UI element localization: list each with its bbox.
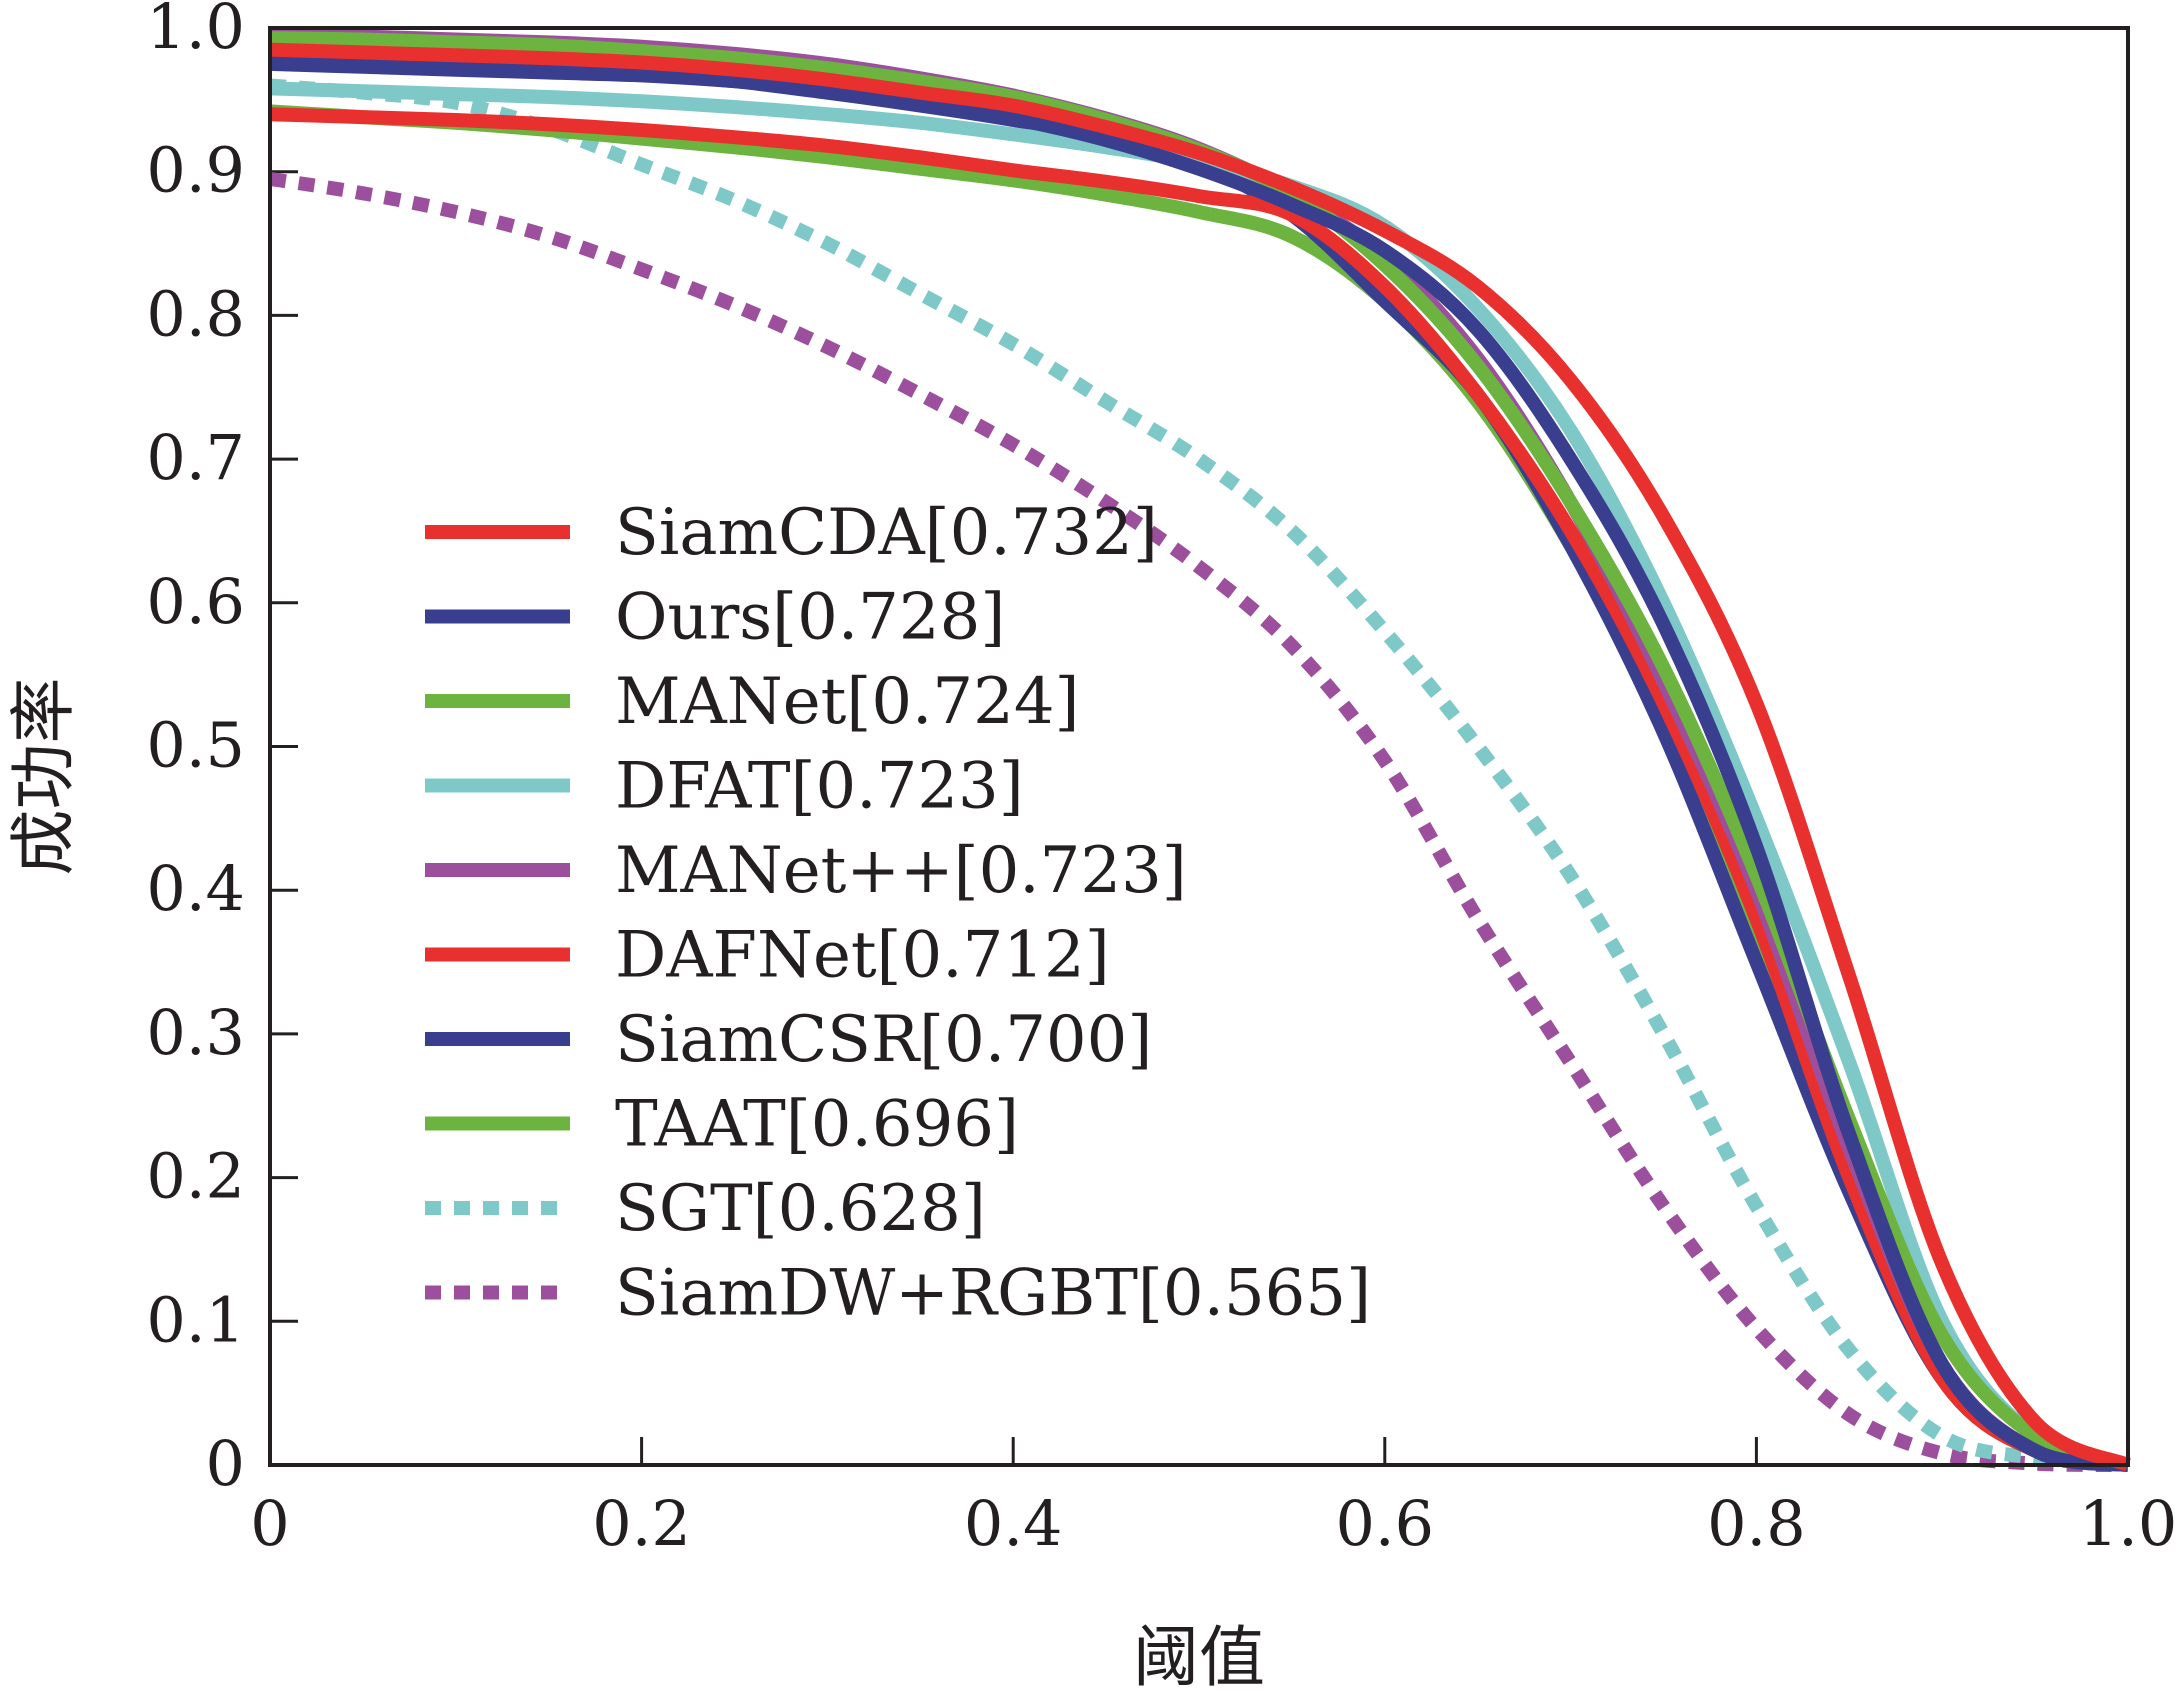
series-layer — [268, 28, 2131, 1472]
legend-label: SiamCSR[0.700] — [615, 1003, 1152, 1077]
x-tick-label: 1.0 — [2079, 1487, 2175, 1560]
y-tick-label: 0.3 — [146, 996, 245, 1069]
y-tick-label: 0.8 — [146, 277, 245, 350]
series-line-2 — [269, 31, 2131, 1472]
series-line-9 — [268, 171, 2129, 1472]
series-line-0 — [269, 42, 2131, 1472]
legend-label: DFAT[0.723] — [615, 750, 1024, 824]
y-tick-label: 1.0 — [146, 0, 245, 63]
legend-label: SiamCDA[0.732] — [615, 496, 1158, 570]
y-tick-label: 0.4 — [146, 852, 245, 925]
series-line-5 — [269, 107, 2130, 1472]
y-tick-label: 0.7 — [146, 421, 245, 494]
y-axis-ticks: 0 0.1 0.2 0.3 0.4 0.5 0.6 0.7 0.8 0.9 1.0 — [146, 0, 298, 1500]
legend-label: SGT[0.628] — [615, 1172, 986, 1246]
legend-label: DAFNet[0.712] — [615, 919, 1110, 993]
x-tick-label: 0.4 — [964, 1487, 1063, 1560]
y-tick-label: 0.1 — [146, 1283, 245, 1356]
plot-frame — [268, 26, 2130, 1467]
y-tick-label: 0 — [206, 1427, 245, 1500]
legend: SiamCDA[0.732] Ours[0.728] MANet[0.724] DFA… — [425, 496, 1371, 1331]
legend-label: MANet++[0.723] — [615, 834, 1187, 908]
x-axis-ticks: 0 0.2 0.4 0.6 0.8 1.0 — [250, 1437, 2175, 1560]
y-tick-label: 0.6 — [146, 565, 245, 638]
y-tick-label: 0.2 — [146, 1140, 245, 1213]
x-axis-label: 阈值 — [1133, 1619, 1265, 1690]
legend-label: MANet[0.724] — [615, 665, 1080, 739]
legend-label: Ours[0.728] — [615, 581, 1005, 655]
x-tick-label: 0 — [250, 1487, 289, 1560]
series-line-1 — [269, 56, 2130, 1472]
x-tick-label: 0.2 — [592, 1487, 691, 1560]
series-line-8 — [269, 78, 2129, 1472]
legend-label: SiamDW+RGBT[0.565] — [615, 1257, 1371, 1331]
x-tick-label: 0.6 — [1335, 1487, 1434, 1560]
y-tick-label: 0.9 — [146, 134, 245, 207]
y-axis-label: 成功率 — [5, 678, 82, 876]
series-line-4 — [269, 28, 2130, 1472]
legend-label: TAAT[0.696] — [615, 1088, 1019, 1162]
y-tick-label: 0.5 — [146, 709, 245, 782]
x-tick-label: 0.8 — [1707, 1487, 1806, 1560]
series-line-6 — [269, 49, 2130, 1472]
